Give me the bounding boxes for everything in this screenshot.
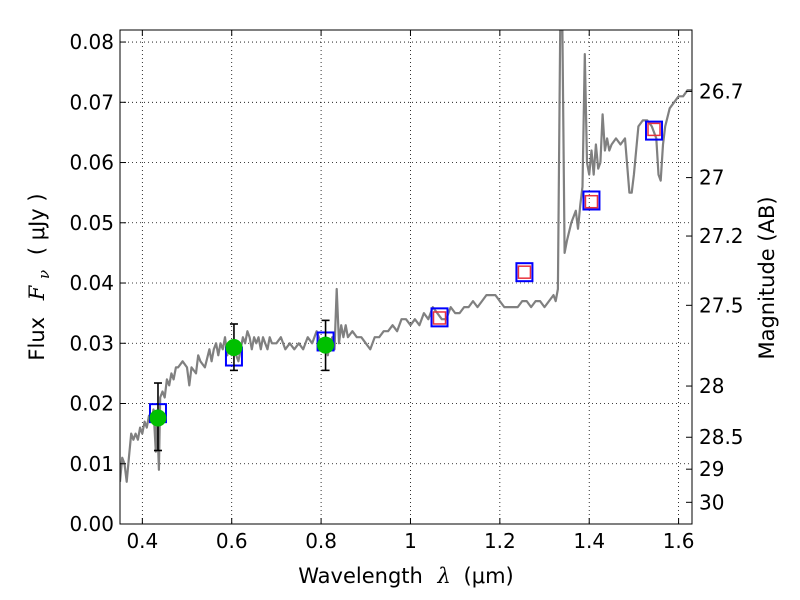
y2-axis-label: Magnitude (AB) xyxy=(755,196,779,359)
y-tick-label: 0.08 xyxy=(69,30,114,54)
y-tick-label: 0.01 xyxy=(69,452,114,476)
y2-tick-label: 29 xyxy=(699,457,724,481)
inner-square xyxy=(432,311,447,325)
y-tick-label: 0.04 xyxy=(69,271,114,295)
x-tick-label: 0.6 xyxy=(216,529,248,553)
y2-tick-label: 30 xyxy=(699,490,724,514)
x-axis-unit: (μm) xyxy=(464,564,514,588)
y-tick-label: 0.03 xyxy=(69,331,114,355)
y-tick-label: 0.06 xyxy=(69,151,114,175)
y-axis-symbol: F xyxy=(25,284,49,301)
y2-tick-label: 28.5 xyxy=(699,425,744,449)
x-tick-label: 0.4 xyxy=(126,529,158,553)
x-axis-label: Wavelength λ (μm) xyxy=(298,564,513,588)
observed-photometry-point xyxy=(225,338,243,356)
y2-tick-label: 27.5 xyxy=(699,293,744,317)
axes-frame xyxy=(119,29,693,525)
x-tick-label: 1.4 xyxy=(573,529,605,553)
x-tick-label: 1 xyxy=(404,529,417,553)
inner-square xyxy=(647,122,661,137)
x-tick-label: 1.6 xyxy=(663,529,695,553)
y-axis-label: Flux F ν ( μJy ) xyxy=(25,193,54,360)
y2-tick-label: 26.7 xyxy=(699,79,744,103)
y-tick-label: 0.00 xyxy=(69,512,114,536)
y-axis-symbol-sub: ν xyxy=(35,270,53,279)
y-tick-label: 0.07 xyxy=(69,90,114,114)
model-photometry-square xyxy=(645,120,664,141)
y2-tick-label: 27.2 xyxy=(699,224,744,248)
y-tick-label: 0.02 xyxy=(69,392,114,416)
plot-area xyxy=(120,30,692,483)
y-axis-label-text: Flux xyxy=(25,317,49,361)
y-axis-unit: ( μJy ) xyxy=(25,193,49,255)
inner-square xyxy=(584,194,599,209)
spectrum-line xyxy=(120,30,692,483)
inner-square xyxy=(517,265,532,279)
axis-ticks: 0.4 0.6 0.8 1 1.2 1.4 1.6 0.00 0.01 0.02 0.03 0.04 0… xyxy=(69,30,744,553)
x-tick-label: 1.2 xyxy=(484,529,516,553)
model-photometry-square xyxy=(515,262,534,283)
y-tick-label: 0.05 xyxy=(69,211,114,235)
y2-tick-label: 27 xyxy=(699,166,724,190)
observed-photometry-point xyxy=(317,336,335,354)
model-photometry-square xyxy=(582,190,601,211)
x-tick-label: 0.8 xyxy=(305,529,337,553)
model-photometry-square xyxy=(430,307,449,328)
grid-lines xyxy=(120,30,692,525)
observed-photometry-point xyxy=(149,409,167,427)
x-axis-symbol: λ xyxy=(437,564,451,588)
x-axis-label-text: Wavelength xyxy=(298,564,423,588)
y2-tick-label: 28 xyxy=(699,374,724,398)
